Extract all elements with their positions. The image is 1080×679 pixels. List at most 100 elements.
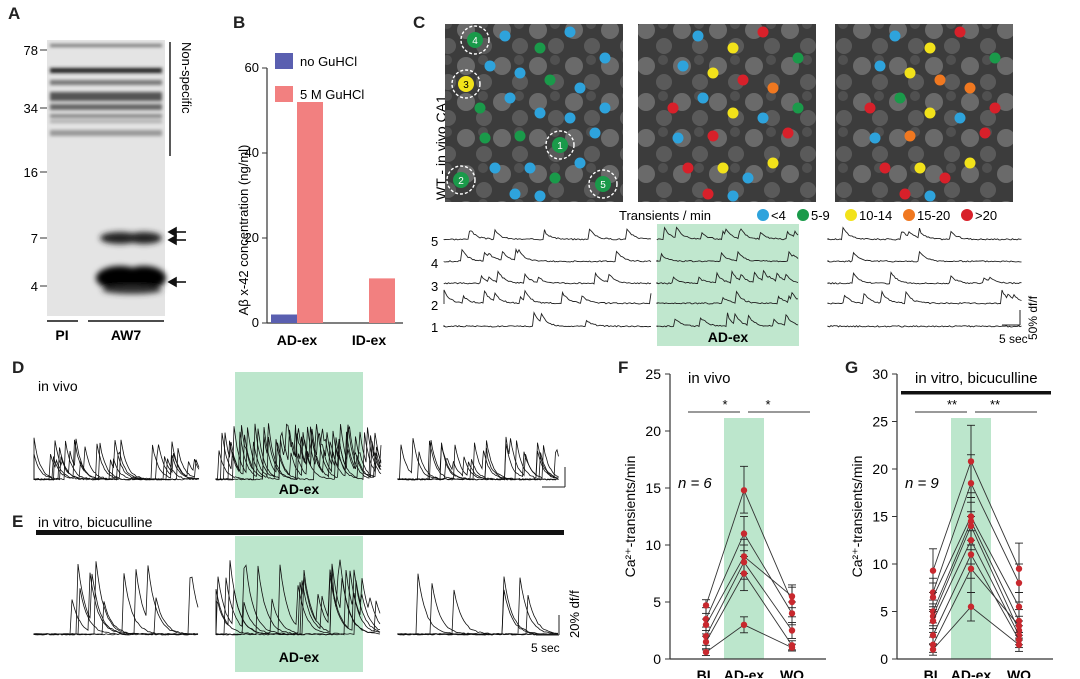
in-vitro-x-tick-label: BL [924,667,943,678]
highlighted-cells [446,25,618,199]
in-vitro-y-tick-label: 10 [872,556,888,572]
abeta-y-tick-label: 20 [245,230,259,245]
panel-e-title: in vitro, bicuculline [38,514,153,530]
in-vitro-data-point [1015,617,1023,625]
cell-dot [484,60,496,72]
abeta-y-tick-label: 60 [245,60,259,75]
in-vivo-x-tick-label: WO [780,667,804,678]
cell-dot [544,74,556,86]
trace-label-3: 3 [431,279,438,294]
cell-dot [727,107,739,119]
in-vitro-y-tick-label: 30 [872,366,888,382]
cell-dot [677,60,689,72]
calcium-trace [33,572,199,636]
cell-dot [767,82,779,94]
calcium-trace [215,423,382,481]
in-vitro-transients-chart: 0 5 10 15 20 25 30 Ca²⁺-transients/min BL AD-ex WO… [849,366,1053,678]
in-vivo-data-point [702,638,710,646]
abeta-y-tick-label: 0 [252,315,259,330]
cell-dot [989,102,1001,114]
cell-dot [954,112,966,124]
in-vitro-y-tick-label: 5 [880,604,888,620]
cell-label-5: 5 [600,180,606,191]
calcium-trace [443,247,652,263]
cell-dot [792,52,804,64]
western-blot-panel: 78 34 16 7 4 Non-specific PI AW7 [24,40,194,343]
cell-dot [479,132,491,144]
in-vivo-transients-chart: 0 5 10 15 20 25 Ca²⁺-transients/min BL AD-ex WO in… [622,366,826,678]
adex-label-d: AD-ex [279,481,320,497]
cell-dot [599,102,611,114]
lane-label-pi: PI [55,327,68,343]
panel-label-g: G [845,358,859,377]
calcium-trace [33,633,199,636]
in-vitro-title: in vitro, bicuculline [915,370,1038,387]
in-vitro-bicuculline-bar [901,391,1051,395]
cell-dot [697,92,709,104]
cell-dot [514,67,526,79]
calcium-trace [215,560,381,636]
in-vivo-traces-panel: in vivo AD-ex [33,372,566,498]
abeta-y-axis-label: Aβ x-42 concentration (ng/ml) [236,145,251,316]
calcium-trace [443,270,652,285]
in-vivo-title: in vivo [688,370,731,387]
calcium-trace [397,577,559,636]
calcium-trace [827,271,1022,285]
in-vitro-data-point [929,617,937,625]
calcium-trace [443,311,652,328]
in-vitro-data-point [1015,565,1023,572]
calcium-trace [215,423,382,481]
bicuculline-bar [36,530,564,535]
in-vivo-data-point [702,648,710,656]
cell-dot [964,82,976,94]
in-vitro-x-tick-label: AD-ex [951,667,992,678]
in-vitro-data-point [1015,622,1023,629]
cell-dot [899,188,911,200]
scale-bar-vertical-c: 50% df/f [1026,295,1040,340]
cell-dot [742,172,754,184]
in-vitro-y-tick-label: 20 [872,461,888,477]
cell-dot [549,172,561,184]
legend-15-20: 15-20 [917,208,950,223]
calcium-trace [215,570,381,636]
in-vitro-data-point [967,480,975,487]
in-vitro-data-point [967,522,975,530]
in-vivo-data-point [702,602,710,609]
in-vivo-x-tick-label: AD-ex [724,667,765,678]
adex-label-e: AD-ex [279,649,320,665]
in-vivo-data-point [740,570,748,577]
cell-dot [534,190,546,202]
calcium-trace [656,250,799,263]
cell-dot [864,102,876,114]
panel-label-f: F [618,358,629,377]
cell-dot [904,130,916,142]
abeta-bar [271,314,297,323]
in-vivo-y-tick-label: 15 [645,480,661,496]
calcium-trace [397,573,559,636]
cell-dot [589,127,601,139]
in-vitro-sig-star-1: ** [947,397,957,412]
adex-label-c: AD-ex [708,329,749,345]
mw-tick-78: 78 [24,43,38,58]
calcium-trace [656,226,799,241]
in-vitro-data-point [967,518,975,525]
transients-legend-title: Transients / min [619,208,711,223]
calcium-trace [215,425,382,481]
calcium-traces-c [443,226,1022,328]
in-vitro-y-tick-label: 25 [872,414,888,430]
in-vivo-y-axis-label: Ca²⁺-transients/min [622,456,638,578]
in-vitro-data-point [967,513,975,520]
calcium-trace [656,290,799,305]
image-frame-2 [638,24,816,202]
cell-dot [574,82,586,94]
in-vitro-y-tick-label: 15 [872,509,888,525]
in-vitro-data-point [967,458,975,465]
in-vivo-data-point [740,530,748,537]
abeta-x-tick-label: ID-ex [352,332,386,348]
cell-dot [707,130,719,142]
in-vitro-data-point [967,603,975,610]
lane-label-aw7: AW7 [111,327,142,343]
cell-dot [489,162,501,174]
calcium-trace [656,269,799,285]
panel-d-title: in vivo [38,378,78,394]
